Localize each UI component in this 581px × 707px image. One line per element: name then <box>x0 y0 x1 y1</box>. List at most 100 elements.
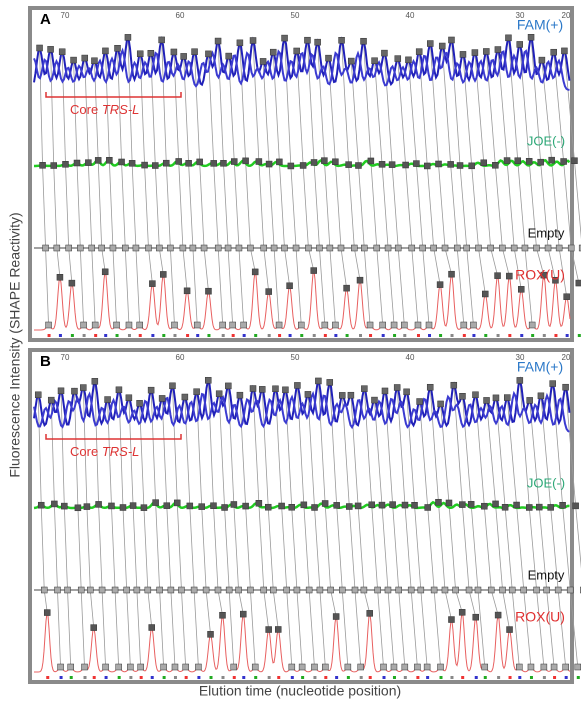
peak-marker <box>67 663 74 671</box>
peak-marker <box>141 161 148 169</box>
nucleotide-tick <box>474 676 478 679</box>
peak-marker <box>260 586 268 594</box>
nucleotide-tick <box>242 676 246 679</box>
peak-marker <box>242 502 249 510</box>
connector <box>374 60 395 326</box>
top-tick-label: 60 <box>176 353 185 362</box>
nucleotide-tick <box>508 334 512 337</box>
connector <box>406 391 428 668</box>
nucleotide-tick <box>345 334 349 337</box>
peak-marker <box>219 321 226 329</box>
peak-marker <box>137 663 144 671</box>
peak-marker <box>526 397 533 404</box>
peak-marker <box>344 663 352 671</box>
peak-marker <box>326 244 334 252</box>
nucleotide-tick <box>301 676 305 679</box>
peak-marker <box>537 158 544 166</box>
nucleotide-tick <box>58 334 62 337</box>
peak-marker <box>333 502 340 509</box>
peak-marker <box>316 586 324 594</box>
peak-marker <box>326 379 334 386</box>
fam-trace <box>33 47 570 91</box>
peak-marker <box>56 274 64 281</box>
connector <box>128 397 142 668</box>
nucleotide-tick <box>196 334 200 337</box>
peak-marker <box>129 502 137 509</box>
peak-marker <box>265 288 272 295</box>
peak-marker <box>169 382 176 390</box>
peak-marker <box>481 502 488 510</box>
nucleotide-tick <box>173 676 177 679</box>
peak-marker <box>144 586 152 594</box>
connector <box>495 397 520 668</box>
peak-marker <box>299 162 307 169</box>
peak-marker <box>371 57 378 64</box>
peak-marker <box>113 321 120 329</box>
peak-marker <box>508 586 516 594</box>
peak-marker <box>274 626 282 633</box>
peak-marker <box>371 396 378 404</box>
peak-marker <box>343 284 350 292</box>
peak-marker <box>304 36 311 44</box>
connector <box>429 387 452 620</box>
peak-marker <box>42 244 49 252</box>
peak-marker <box>514 157 522 164</box>
peak-marker <box>503 157 511 164</box>
peak-marker <box>459 51 467 58</box>
peak-marker <box>124 34 132 41</box>
peak-marker <box>147 49 155 57</box>
nucleotide-tick <box>462 334 466 337</box>
peak-marker <box>298 663 306 671</box>
peak-marker <box>286 282 293 290</box>
peak-marker <box>98 586 106 594</box>
peak-marker <box>351 586 359 594</box>
channel-label: JOE(-) <box>527 133 565 148</box>
peak-marker <box>36 44 43 52</box>
peak-marker <box>562 663 569 671</box>
top-tick-label: 30 <box>516 11 525 20</box>
nucleotide-tick <box>186 334 190 337</box>
peak-marker <box>483 48 490 55</box>
peak-marker <box>167 586 175 594</box>
top-tick-label: 70 <box>61 11 70 20</box>
peak-marker <box>230 501 238 508</box>
fam-trace <box>33 390 570 433</box>
peak-marker <box>229 321 236 329</box>
peak-marker <box>214 244 222 252</box>
channel-label: FAM(+) <box>517 359 563 375</box>
peak-marker <box>158 395 166 402</box>
peak-marker <box>255 500 263 507</box>
top-tick-label: 40 <box>406 11 415 20</box>
nucleotide-tick <box>334 334 338 337</box>
connector <box>530 37 556 281</box>
peak-marker <box>315 377 322 385</box>
peak-marker <box>275 321 283 329</box>
nucleotide-tick <box>139 676 143 679</box>
peak-marker <box>402 161 409 169</box>
connector <box>453 385 477 618</box>
peak-marker <box>219 611 226 619</box>
peak-marker <box>215 390 223 397</box>
peak-marker <box>58 48 66 55</box>
region-text: Core <box>70 444 98 459</box>
peak-marker <box>88 244 96 252</box>
connector <box>462 396 486 668</box>
peak-marker <box>414 321 422 329</box>
peak-marker <box>288 504 295 511</box>
peak-marker <box>347 391 355 399</box>
peak-marker <box>260 244 268 252</box>
peak-marker <box>494 272 501 279</box>
peak-marker <box>174 499 181 507</box>
connector <box>307 40 326 326</box>
peak-marker <box>281 34 288 42</box>
peak-marker <box>567 244 575 252</box>
connector <box>105 50 117 326</box>
peak-marker <box>115 386 123 394</box>
peak-marker <box>251 663 259 671</box>
nucleotide-tick <box>151 334 155 337</box>
peak-marker <box>133 586 141 594</box>
peak-marker <box>550 48 557 56</box>
peak-marker <box>178 586 185 594</box>
connector <box>275 388 293 668</box>
